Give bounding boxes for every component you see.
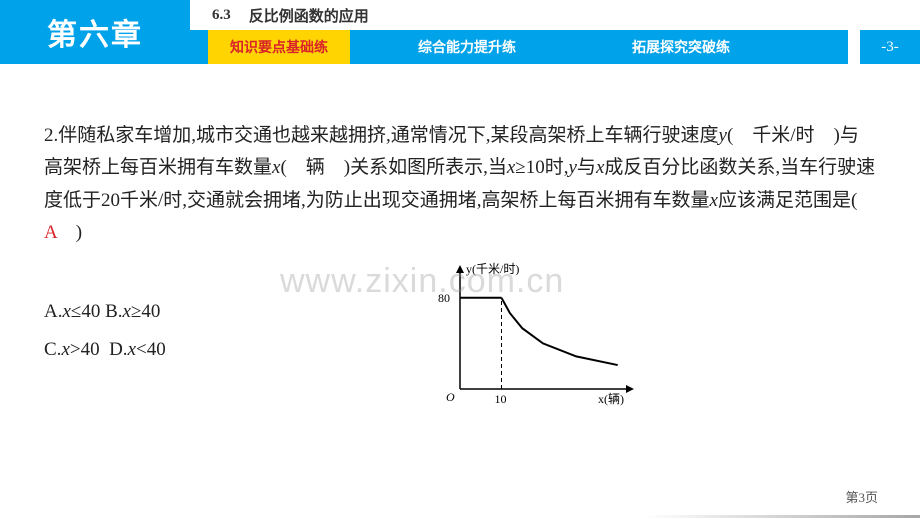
answer-letter: A <box>44 222 57 243</box>
option-row-2: C.x>40 D.x<40 <box>44 331 166 369</box>
chapter-title: 第六章 <box>0 0 190 64</box>
page-badge: -3- <box>860 30 920 64</box>
section-number: 6.3 <box>212 7 231 24</box>
svg-text:80: 80 <box>438 291 450 305</box>
question-text: 2.伴随私家车增加,城市交通也越来越拥挤,通常情况下,某段高架桥上车辆行驶速度y… <box>44 120 876 249</box>
tab-basic[interactable]: 知识要点基础练 <box>208 30 350 64</box>
svg-text:O: O <box>446 390 455 404</box>
section-title: 反比例函数的应用 <box>249 5 369 26</box>
tabs: 知识要点基础练 综合能力提升练 拓展探究突破练 <box>190 30 848 64</box>
breadcrumb: 6.3 反比例函数的应用 <box>190 0 920 30</box>
header-right: 6.3 反比例函数的应用 知识要点基础练 综合能力提升练 拓展探究突破练 -3- <box>190 0 920 64</box>
svg-text:10: 10 <box>494 392 506 406</box>
svg-text:y(千米/时): y(千米/时) <box>466 262 519 276</box>
footer-page: 第3页 <box>845 487 878 506</box>
chart-svg: y(千米/时) x(辆) O 80 10 <box>426 261 636 411</box>
options: A.x≤40 B.x≥40 C.x>40 D.x<40 <box>44 293 166 416</box>
q-number: 2. <box>44 125 58 146</box>
tabs-row: 知识要点基础练 综合能力提升练 拓展探究突破练 -3- <box>190 30 920 64</box>
chart: y(千米/时) x(辆) O 80 10 <box>426 261 636 416</box>
tab-comprehensive[interactable]: 综合能力提升练 <box>390 30 544 64</box>
tab-extension[interactable]: 拓展探究突破练 <box>604 30 758 64</box>
header: 第六章 6.3 反比例函数的应用 知识要点基础练 综合能力提升练 拓展探究突破练… <box>0 0 920 64</box>
content: 2.伴随私家车增加,城市交通也越来越拥挤,通常情况下,某段高架桥上车辆行驶速度y… <box>0 64 920 416</box>
option-row-1: A.x≤40 B.x≥40 <box>44 293 166 331</box>
svg-text:x(辆): x(辆) <box>598 392 624 406</box>
options-and-chart: A.x≤40 B.x≥40 C.x>40 D.x<40 y(千米/时)x(辆)O… <box>44 293 876 416</box>
